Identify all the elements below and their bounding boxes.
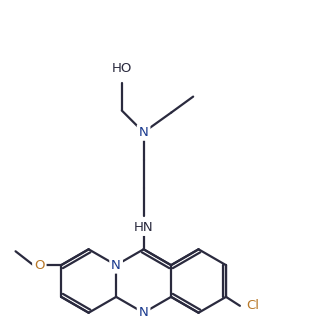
Text: O: O [34,259,45,272]
Text: Cl: Cl [246,299,259,312]
Text: N: N [139,306,149,319]
Text: N: N [139,126,149,139]
Text: HN: HN [134,221,153,234]
Text: HO: HO [111,62,132,75]
Text: N: N [111,259,121,272]
